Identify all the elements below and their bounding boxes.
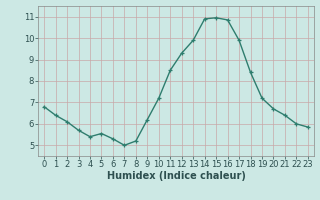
X-axis label: Humidex (Indice chaleur): Humidex (Indice chaleur): [107, 171, 245, 181]
